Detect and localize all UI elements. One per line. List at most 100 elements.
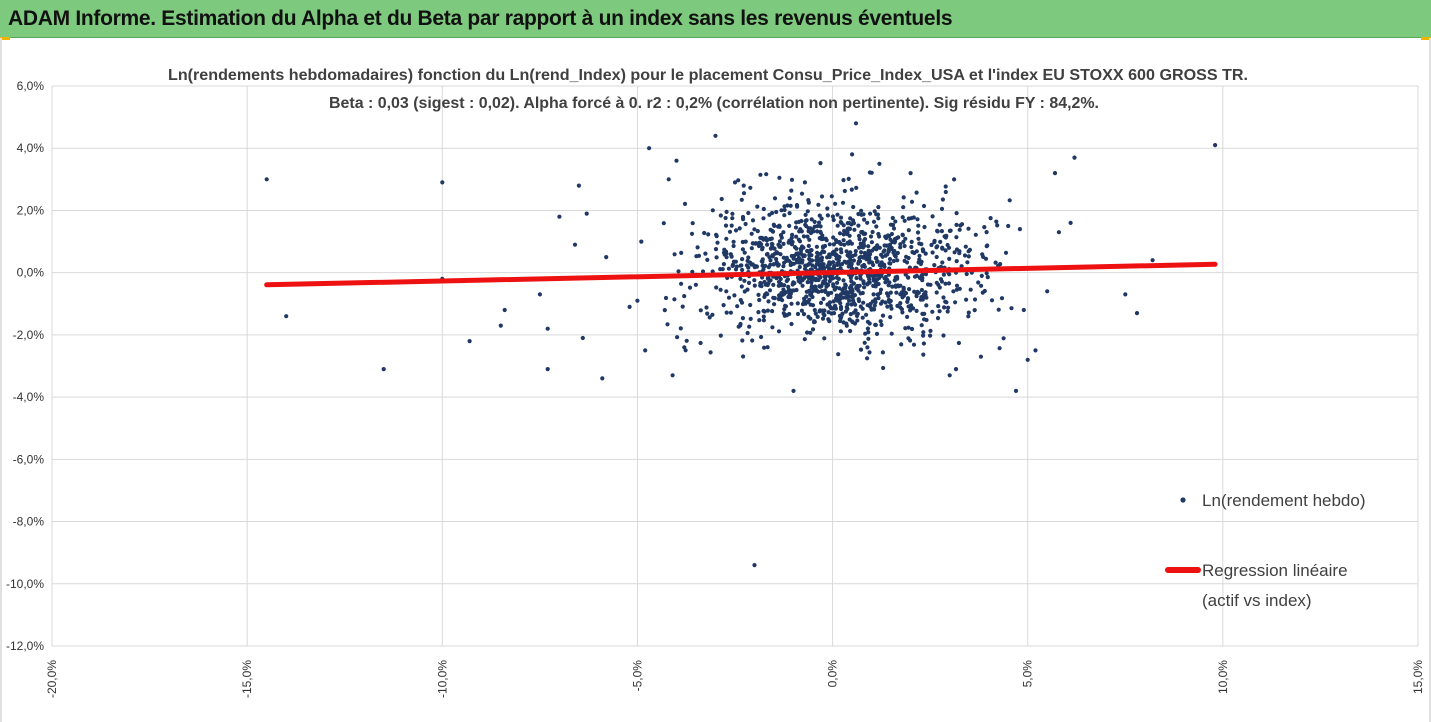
scatter-point — [739, 197, 744, 202]
legend-scatter-label: Ln(rendement hebdo) — [1202, 491, 1366, 510]
scatter-point — [867, 170, 873, 175]
scatter-point — [898, 245, 903, 250]
scatter-point — [576, 183, 582, 188]
scatter-point — [935, 229, 940, 234]
scatter-point — [980, 252, 985, 257]
scatter-point — [929, 242, 934, 248]
scatter-point — [898, 242, 903, 247]
scatter-point — [832, 263, 837, 269]
scatter-point — [755, 229, 760, 234]
scatter-point — [756, 241, 761, 246]
scatter-point — [968, 287, 973, 292]
scatter-point — [741, 191, 747, 196]
scatter-point — [817, 309, 822, 314]
scatter-point — [938, 239, 943, 244]
scatter-point — [954, 259, 959, 264]
scatter-point — [838, 329, 844, 334]
scatter-point — [674, 158, 679, 163]
scatter-point — [802, 180, 808, 185]
scatter-point — [745, 330, 750, 336]
scatter-point — [901, 239, 906, 244]
scatter-point — [779, 208, 784, 213]
scatter-point — [702, 230, 707, 236]
scatter-point — [980, 290, 985, 295]
scatter-point — [903, 236, 908, 241]
scatter-point — [710, 208, 715, 213]
scatter-point — [914, 190, 919, 195]
scatter-point — [924, 303, 929, 308]
scatter-point — [842, 242, 847, 247]
scatter-point — [817, 220, 822, 225]
scatter-point — [749, 246, 754, 251]
scatter-point — [865, 356, 870, 361]
scatter-point — [774, 260, 779, 265]
scatter-point — [966, 310, 971, 315]
scatter-point — [796, 276, 801, 281]
scatter-point — [880, 313, 886, 318]
scatter-point — [771, 295, 776, 300]
scatter-point — [714, 255, 719, 260]
scatter-point — [643, 348, 648, 353]
scatter-point — [1052, 171, 1058, 176]
scatter-point — [865, 326, 871, 331]
scatter-point — [921, 352, 926, 357]
scatter-point — [741, 183, 746, 188]
scatter-point — [767, 255, 772, 260]
scatter-point — [885, 304, 890, 309]
scatter-point — [934, 254, 939, 260]
scatter-point — [791, 388, 796, 393]
scatter-point — [815, 314, 820, 319]
scatter-point — [841, 278, 846, 283]
scatter-point — [805, 209, 810, 214]
scatter-point — [829, 194, 834, 199]
scatter-point — [965, 260, 970, 265]
scatter-point — [724, 209, 729, 214]
scatter-point — [786, 287, 792, 292]
scatter-point — [919, 287, 925, 293]
scatter-point — [670, 373, 675, 378]
scatter-point — [946, 305, 951, 310]
scatter-point — [870, 229, 875, 235]
scatter-point — [706, 232, 711, 237]
scatter-point — [774, 257, 779, 262]
scatter-point — [922, 224, 927, 230]
scatter-point — [905, 314, 910, 319]
y-tick-label: 0,0% — [17, 266, 45, 280]
scatter-point — [759, 334, 764, 340]
scatter-point — [925, 282, 931, 287]
grid-lines — [51, 85, 1419, 647]
scatter-point — [666, 177, 671, 182]
scatter-point — [849, 302, 854, 307]
scatter-point — [982, 225, 987, 230]
scatter-point — [752, 283, 757, 288]
scatter-point — [1009, 306, 1014, 311]
scatter-point — [790, 232, 795, 237]
y-tick-label: 2,0% — [17, 203, 45, 217]
scatter-point — [819, 216, 824, 221]
scatter-point — [872, 303, 877, 308]
scatter-point — [794, 246, 799, 251]
corner-marker-left — [0, 37, 10, 40]
x-tick-label: -5,0% — [630, 660, 644, 692]
scatter-point — [906, 325, 911, 330]
scatter-point — [771, 222, 776, 227]
scatter-point — [774, 209, 779, 215]
scatter-point — [679, 281, 684, 286]
scatter-point — [769, 244, 775, 249]
scatter-point — [788, 238, 794, 243]
scatter-point — [705, 311, 710, 316]
scatter-point — [816, 202, 821, 207]
scatter-point — [794, 260, 799, 265]
scatter-point — [661, 221, 666, 226]
scatter-point — [959, 222, 965, 227]
scatter-point — [761, 216, 766, 221]
scatter-point — [930, 309, 935, 314]
scatter-point — [765, 251, 770, 257]
scatter-point — [799, 251, 804, 256]
scatter-point — [789, 242, 795, 247]
scatter-point — [678, 326, 683, 331]
scatter-point — [721, 262, 727, 267]
banner-title: ADAM Informe. Estimation du Alpha et du … — [8, 7, 953, 30]
scatter-point — [768, 262, 773, 267]
scatter-point — [978, 354, 984, 359]
